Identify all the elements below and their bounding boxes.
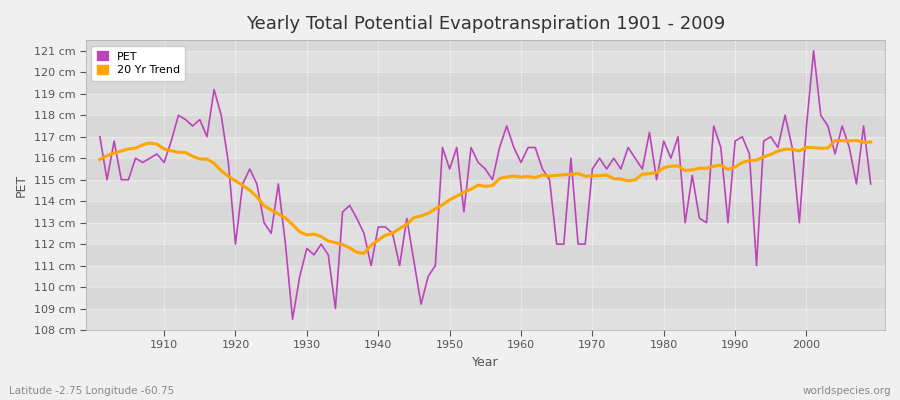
PET xyxy=(287,317,298,322)
20 Yr Trend xyxy=(94,157,105,162)
20 Yr Trend xyxy=(865,140,876,144)
Legend: PET, 20 Yr Trend: PET, 20 Yr Trend xyxy=(91,46,185,81)
Bar xyxy=(86,266,885,287)
PET xyxy=(523,145,534,150)
20 Yr Trend xyxy=(151,142,162,146)
Bar xyxy=(86,137,885,158)
X-axis label: Year: Year xyxy=(472,356,499,369)
Line: 20 Yr Trend: 20 Yr Trend xyxy=(100,140,870,253)
Text: worldspecies.org: worldspecies.org xyxy=(803,386,891,396)
Text: Latitude -2.75 Longitude -60.75: Latitude -2.75 Longitude -60.75 xyxy=(9,386,175,396)
20 Yr Trend xyxy=(851,138,862,143)
PET xyxy=(808,48,819,53)
Line: PET: PET xyxy=(100,51,870,319)
Y-axis label: PET: PET xyxy=(15,174,28,197)
PET xyxy=(516,160,526,165)
20 Yr Trend xyxy=(608,176,619,181)
Title: Yearly Total Potential Evapotranspiration 1901 - 2009: Yearly Total Potential Evapotranspiratio… xyxy=(246,15,724,33)
Bar xyxy=(86,308,885,330)
Bar xyxy=(86,180,885,201)
PET xyxy=(94,134,105,139)
PET xyxy=(608,156,619,161)
PET xyxy=(151,152,162,156)
PET xyxy=(316,242,327,246)
Bar xyxy=(86,223,885,244)
20 Yr Trend xyxy=(516,175,526,180)
20 Yr Trend xyxy=(358,251,369,256)
20 Yr Trend xyxy=(523,174,534,179)
Bar xyxy=(86,94,885,115)
20 Yr Trend xyxy=(309,232,320,236)
Bar xyxy=(86,51,885,72)
20 Yr Trend xyxy=(351,250,362,255)
PET xyxy=(865,182,876,186)
PET xyxy=(358,231,369,236)
